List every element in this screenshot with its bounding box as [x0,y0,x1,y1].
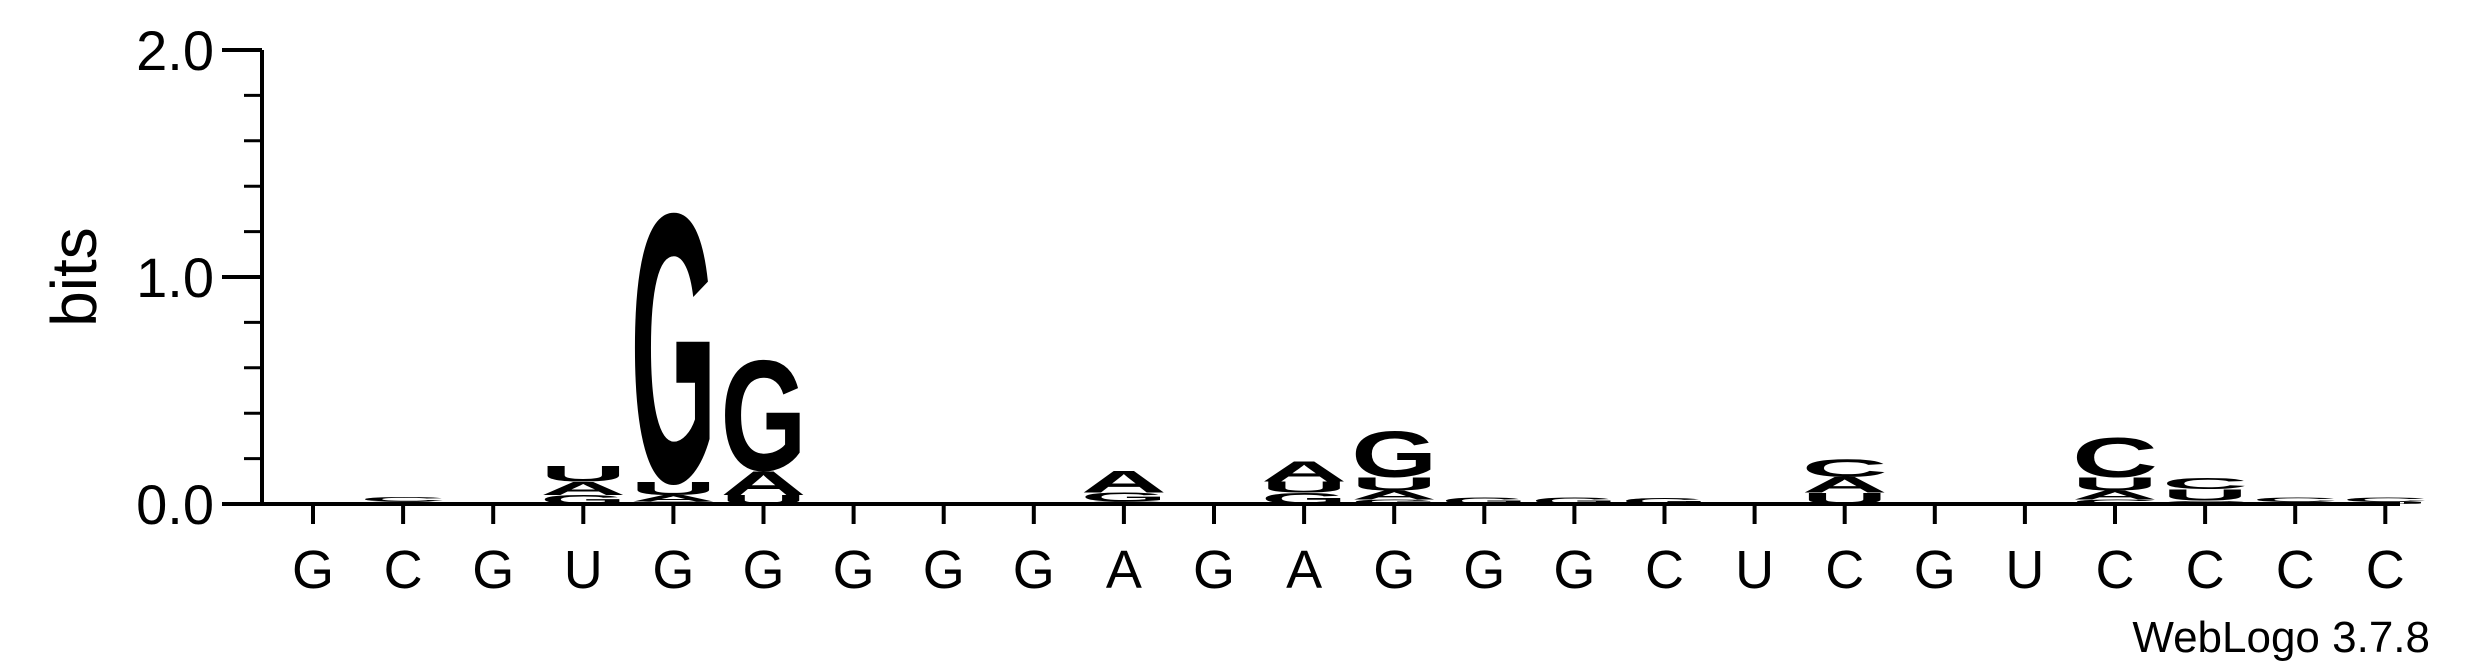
logo-letter-C: C [2072,498,2158,505]
logo-letter-C: C [2252,497,2338,504]
x-tick-label: G [652,540,694,600]
logo-letter-G: G [1351,498,1437,505]
logo-letter-U: U [630,478,716,499]
x-tick-label: C [2366,540,2405,600]
logo-letter-G: G [1081,490,1167,504]
logo-letter-A: A [630,493,716,504]
y-tick-label: 0.0 [136,473,214,536]
logo-letter-A: A [540,478,626,499]
x-tick-label: G [1914,540,1956,600]
logo-letter-A: A [1261,455,1347,487]
x-tick-label: C [2276,540,2315,600]
logo-letter-G: G [721,328,807,504]
logo-letter-C: C [1802,454,1888,482]
logo-letter-A: A [1081,464,1167,499]
logo-letter-A: A [1802,473,1888,498]
x-tick-label: G [292,540,334,600]
logo-letter-G: G [1622,497,1708,506]
logo-letter-C: C [360,496,446,503]
logo-letter-A: A [1351,488,1437,502]
x-tick-label: G [1013,540,1055,600]
logo-letter-C: C [2162,475,2248,493]
x-tick-label: A [1286,540,1322,600]
x-tick-label: C [384,540,423,600]
logo-letter-U: U [1261,479,1347,497]
y-axis-label: bits [38,227,110,327]
x-tick-label: C [1825,540,1864,600]
x-tick-label: C [1645,540,1684,600]
x-tick-label: A [1106,540,1142,600]
logo-letter-U: U [1351,474,1437,495]
logo-letter-G: G [1351,417,1437,491]
weblogo-credit: WebLogo 3.7.8 [2132,613,2430,662]
x-tick-label: C [2186,540,2225,600]
x-tick-label: C [2096,540,2135,600]
x-tick-label: G [1373,540,1415,600]
y-tick-label: 1.0 [136,246,214,309]
logo-letter-G: G [1531,496,1617,507]
logo-letter-G: G [1441,496,1527,507]
logo-letter-A: A [721,463,807,502]
x-tick-label: G [472,540,514,600]
x-tick-label: G [1463,540,1505,600]
logo-letter-C: C [2342,497,2428,504]
logo-letter-U: U [2072,474,2158,495]
x-tick-label: U [564,540,603,600]
logo-letter-A: A [2072,488,2158,502]
x-tick-label: U [1735,540,1774,600]
logo-letter-U: U [540,461,626,486]
logo-letter-stacks: GGCGAUCAUGUAGCGAGUAGAUGGGGUACCAUCCUCACUC [270,134,2428,564]
x-tick-label: G [923,540,965,600]
x-tick-label: G [1193,540,1235,600]
x-tick-label: G [833,540,875,600]
y-tick-label: 2.0 [136,19,214,82]
logo-letter-G: G [630,134,716,564]
x-tick-label: U [2005,540,2044,600]
x-tick-label: G [1553,540,1595,600]
y-axis-ticks: 0.0 1.0 2.0 [136,19,262,536]
logo-letter-C: C [2072,426,2158,490]
logo-letter-U: U [2162,487,2248,505]
x-tick-label: G [742,540,784,600]
